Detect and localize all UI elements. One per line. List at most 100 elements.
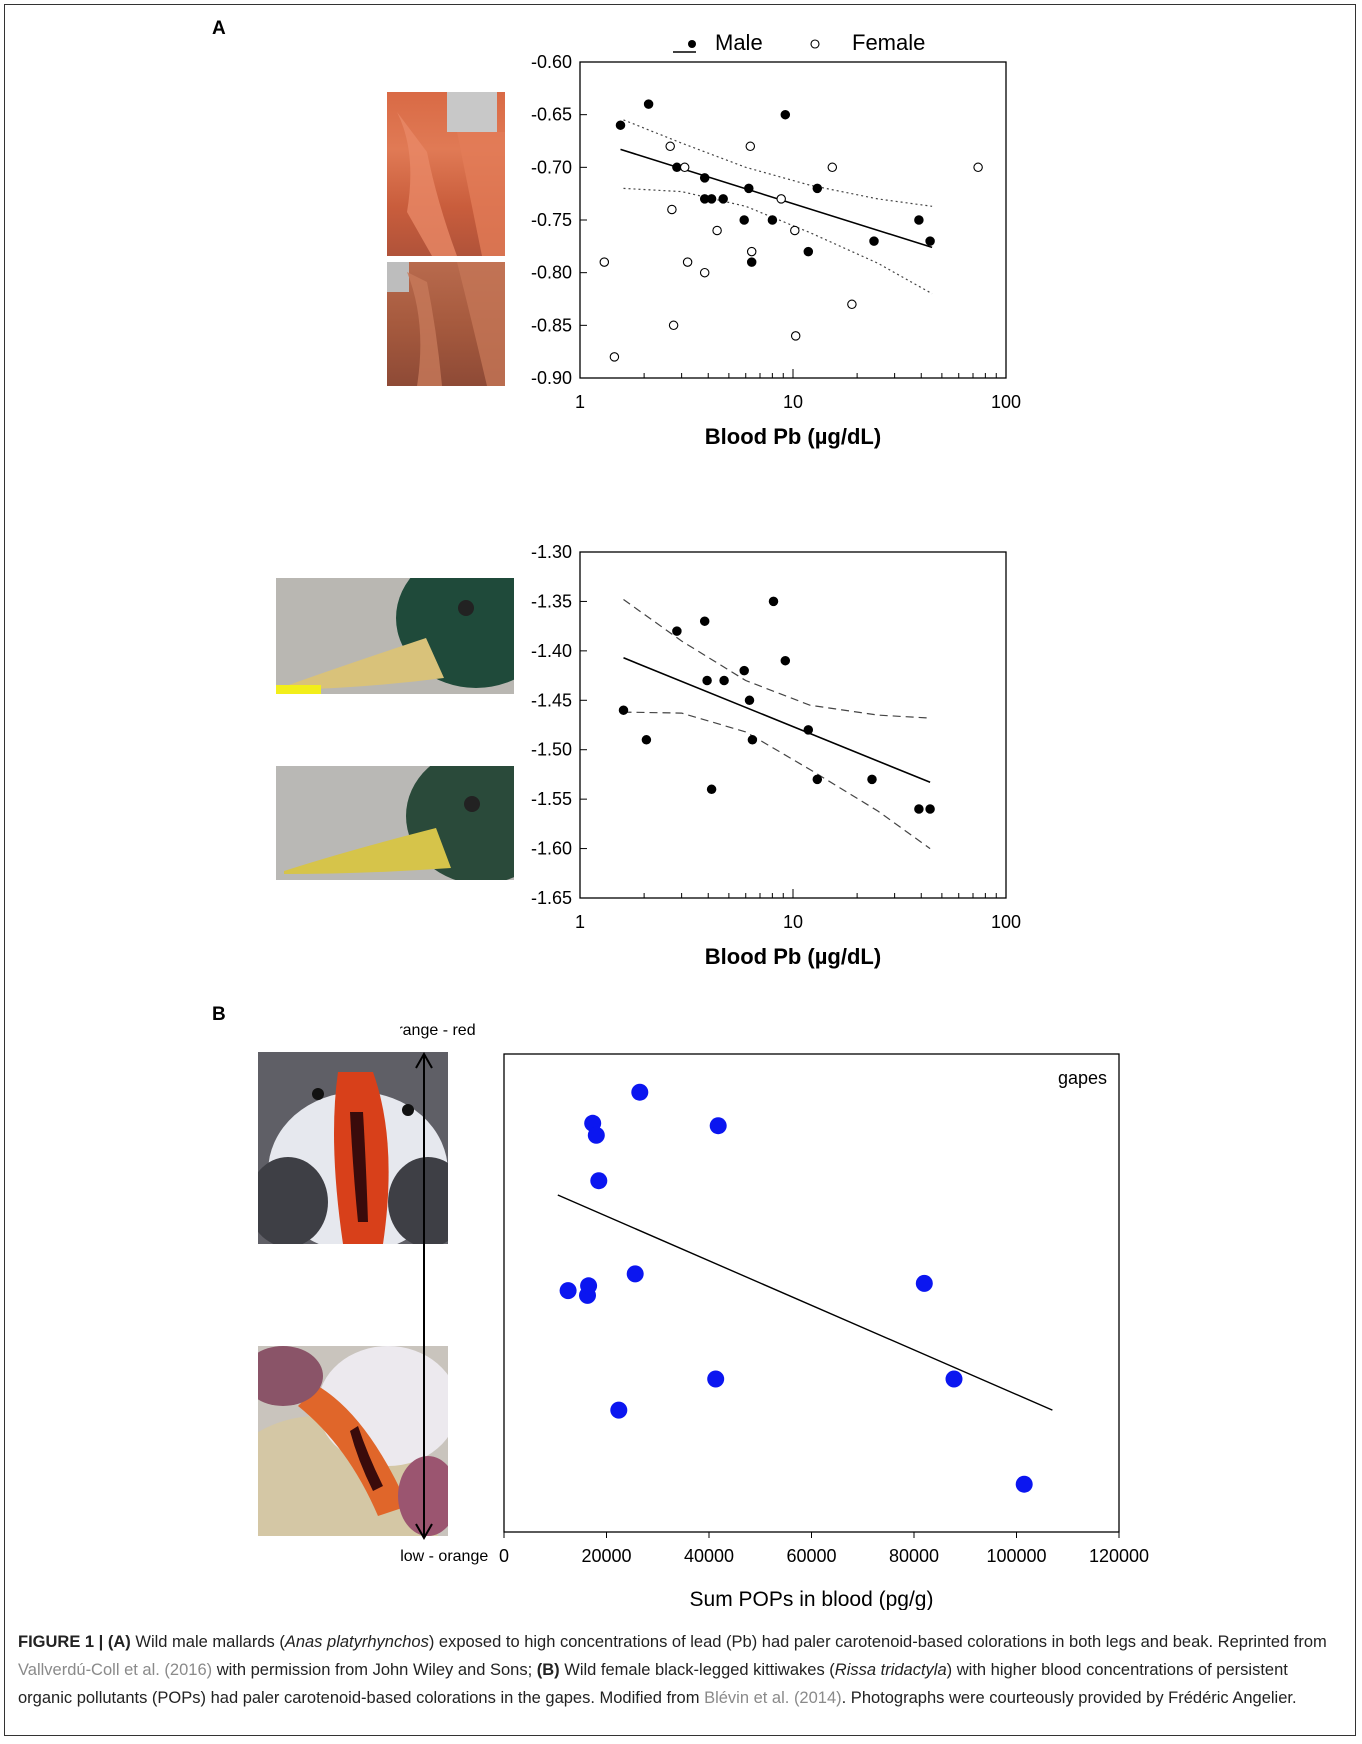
y-tick-label: -0.70 — [531, 157, 572, 177]
gape-photo-orange-red — [258, 1052, 448, 1244]
x-axis-label: Blood Pb (µg/dL) — [705, 944, 881, 969]
female-data-point — [668, 320, 679, 331]
male-data-point — [812, 183, 823, 194]
caption-b-reference[interactable]: Blévin et al. (2014) — [704, 1689, 842, 1707]
x-tick-label: 0 — [499, 1546, 509, 1566]
male-data-point — [812, 774, 823, 785]
y-tick-label: -1.55 — [531, 789, 572, 809]
arrow-down-icon — [415, 1523, 433, 1541]
x-tick-label: 1 — [575, 912, 585, 932]
y-tick-label: -0.85 — [531, 315, 572, 335]
male-data-point — [699, 616, 710, 626]
regression-line — [623, 657, 931, 784]
female-data-point — [745, 141, 756, 152]
caption-b-text1: Wild female black-legged kittiwakes ( — [559, 1661, 835, 1679]
y-tick-label: -1.35 — [531, 591, 572, 611]
caption-a-text1: Wild male mallards ( — [130, 1633, 285, 1651]
female-data-point — [712, 225, 722, 236]
gapes-saturation-chart: 0 20000 40000 60000 80000 100000 120000 Sum POP… — [400, 1022, 1149, 1610]
data-point — [631, 1083, 649, 1101]
arrow-up-icon — [415, 1051, 433, 1069]
female-data-point — [699, 267, 710, 278]
x-tick-label: 80000 — [889, 1546, 939, 1566]
data-point — [626, 1265, 644, 1283]
ci-lower-line — [623, 187, 933, 295]
y-tick-label: -1.60 — [531, 839, 572, 859]
male-data-point — [768, 596, 779, 607]
x-tick-label: 10 — [783, 912, 803, 932]
legend-female-label: Female — [852, 30, 925, 55]
x-tick-label: 120000 — [1089, 1546, 1149, 1566]
male-data-point — [672, 162, 682, 173]
male-data-point — [672, 626, 682, 636]
caption-b-species: Rissa tridactyla — [834, 1661, 947, 1679]
male-data-point — [615, 120, 626, 130]
caption-a-species: Anas platyrhynchos — [284, 1633, 429, 1651]
male-data-point — [739, 215, 749, 225]
female-data-point — [609, 352, 620, 362]
y-tick-label: -0.90 — [531, 368, 572, 388]
top-annotation: orange - red — [400, 1022, 476, 1039]
y-tick-label: -1.65 — [531, 888, 572, 908]
ci-upper-line — [623, 599, 931, 719]
legend-male-marker — [688, 40, 696, 48]
female-data-point — [790, 331, 801, 341]
panel-label-a: A — [212, 18, 226, 39]
y-tick-label: -1.30 — [531, 542, 572, 562]
x-tick-label: 10 — [783, 392, 803, 412]
caption-b-text2: ) with higher blood concentrations of pe… — [18, 1661, 1288, 1707]
data-point — [707, 1370, 725, 1388]
female-data-point — [682, 257, 693, 267]
leg-photo-yellow — [387, 262, 505, 386]
x-axis-label: Blood Pb (µg/dL) — [705, 424, 881, 449]
plot-area — [579, 61, 1007, 379]
male-data-point — [925, 804, 935, 814]
data-point — [559, 1282, 577, 1300]
male-data-point — [914, 215, 924, 225]
legend-male-label: Male — [715, 30, 763, 55]
male-data-point — [747, 735, 758, 745]
x-tick-label: 1 — [575, 392, 585, 412]
y-tick-label: -0.80 — [531, 263, 572, 283]
x-tick-label: 100000 — [986, 1546, 1046, 1566]
caption-a-tag: (A) — [107, 1633, 131, 1651]
ci-upper-line — [623, 119, 933, 207]
male-data-point — [803, 725, 814, 735]
data-point — [1015, 1475, 1033, 1493]
male-data-point — [739, 665, 749, 676]
data-point — [915, 1274, 933, 1292]
regression-line — [557, 1194, 1053, 1411]
x-tick-label: 20000 — [581, 1546, 631, 1566]
male-data-point — [803, 246, 814, 257]
caption-a-text3: with permission from John Wiley and Sons… — [212, 1661, 537, 1679]
male-data-point — [706, 784, 717, 795]
y-tick-label: -1.45 — [531, 690, 572, 710]
male-data-point — [706, 194, 717, 204]
male-data-point — [914, 804, 924, 814]
ci-lower-line — [623, 711, 931, 850]
female-data-point — [776, 194, 786, 204]
plot-area — [579, 551, 1007, 899]
male-data-point — [780, 655, 791, 666]
male-data-point — [746, 257, 757, 267]
leg-photo-orange — [387, 92, 505, 256]
female-data-point — [847, 299, 857, 310]
male-data-point — [744, 183, 754, 194]
caption-b-text3: . Photographs were courteously provided … — [841, 1689, 1297, 1707]
figure-frame — [4, 4, 1356, 1736]
caption-a-reference[interactable]: Vallverdú-Coll et al. (2016) — [18, 1661, 213, 1679]
regression-line — [620, 148, 933, 249]
male-data-point — [867, 774, 877, 785]
legend-female-marker — [810, 39, 820, 49]
caption-a-text2: ) exposed to high concentrations of lead… — [428, 1633, 1327, 1651]
male-data-point — [744, 695, 755, 706]
beak-yellowness-chart: -1.30 -1.35 -1.40 -1.45 -1.50 -1.55 -1.60 -1.65… — [531, 542, 1021, 969]
x-axis-label: Sum POPs in blood (pg/g) — [690, 1588, 934, 1610]
male-data-point — [618, 705, 629, 715]
female-data-point — [790, 225, 800, 236]
bottom-annotation: yellow - orange — [400, 1548, 488, 1565]
y-tick-label: -0.75 — [531, 210, 572, 230]
data-point — [610, 1401, 628, 1419]
panel-label-b: B — [212, 1004, 226, 1025]
data-point — [580, 1277, 598, 1295]
